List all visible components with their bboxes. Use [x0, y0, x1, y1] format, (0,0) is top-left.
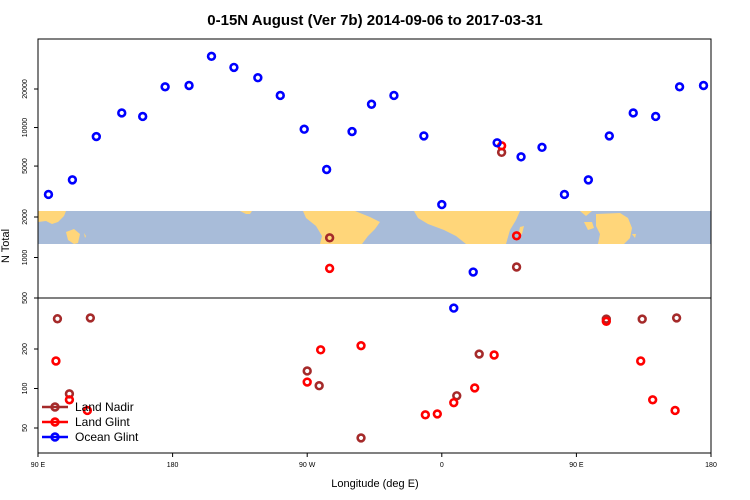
ocean-glint-point [206, 51, 217, 62]
legend-land-glint-marker [50, 417, 60, 427]
y-tick-label: 500 [22, 292, 29, 304]
ocean-glint-point [160, 82, 170, 92]
land-mass [414, 211, 520, 244]
land-nadir-point [637, 314, 647, 324]
ocean-glint-point [468, 267, 478, 277]
ocean-glint-point [366, 99, 377, 109]
ocean-glint-point [229, 62, 239, 73]
land-glint-point [601, 316, 612, 327]
y-tick-label: 5000 [22, 158, 29, 174]
land-mass [303, 211, 380, 244]
ocean-glint-point [389, 90, 399, 101]
ocean-glint-point [253, 73, 263, 83]
ocean-glint-point [537, 142, 547, 153]
ocean-glint-point [604, 131, 615, 141]
ocean-glint-point [299, 124, 309, 134]
land-nadir-point [52, 314, 63, 324]
land-nadir-point [302, 366, 312, 376]
land-glint-point [489, 350, 499, 360]
ocean-glint-point [91, 131, 102, 142]
y-axis: 2000 5000 10000 20000 500 1000 50 100 200 [22, 79, 38, 432]
ocean-glint-point [516, 152, 526, 162]
x-tick-label: 180 [167, 462, 179, 469]
land-glint-point [420, 410, 431, 420]
land-mass [580, 211, 592, 216]
land-mass [66, 229, 80, 244]
legend-land-nadir-marker [50, 402, 60, 412]
y-tick-label: 1000 [22, 250, 29, 266]
land-mass [584, 222, 594, 230]
y-tick-label: 50 [22, 424, 29, 432]
legend-land-glint-label: Land Glint [75, 415, 130, 429]
plot-frame [37, 38, 712, 454]
y-axis-label: N Total [0, 229, 12, 263]
y-tick-label: 200 [22, 343, 29, 355]
ocean-glint-point [628, 108, 638, 118]
land-glint-point [511, 231, 522, 241]
land-glint-point [670, 405, 680, 416]
land-nadir-point [474, 349, 484, 359]
land-nadir-point [511, 262, 522, 272]
land-nadir-point [671, 313, 682, 323]
land-glint-point [470, 383, 480, 393]
land-glint-point [324, 263, 335, 274]
x-axis: 90 E 180 90 W 0 90 E 180 [31, 453, 717, 469]
y-tick-label: 2000 [22, 209, 29, 225]
y-tick-label: 10000 [22, 118, 29, 138]
land-nadir-point [85, 313, 96, 323]
land-glint-point [636, 356, 646, 366]
y-tick-label: 20000 [22, 79, 29, 99]
land-mass [240, 211, 252, 214]
legend-ocean-glint-label: Ocean Glint [75, 430, 139, 444]
ocean-glint-point [347, 126, 357, 137]
ocean-glint-point [449, 303, 459, 313]
land-glint-point [302, 377, 312, 387]
x-tick-label: 90 W [299, 462, 316, 469]
ocean-glint-point [117, 108, 127, 118]
ocean-glint-point [137, 111, 148, 122]
ocean-glint-point [583, 175, 594, 185]
chart-title: 0-15N August (Ver 7b) 2014-09-06 to 2017… [207, 12, 542, 29]
land-mass [84, 233, 86, 238]
land-glint-point [449, 397, 459, 408]
ocean-glint-point [674, 82, 685, 92]
ocean-glint-point [321, 164, 332, 175]
ocean-glint-point [43, 189, 54, 200]
land-nadir-point [324, 233, 335, 243]
land-mass [38, 211, 66, 224]
y-tick-label: 100 [22, 383, 29, 395]
land-mass [632, 234, 636, 238]
land-mass [596, 213, 632, 244]
data-points [43, 51, 709, 443]
legend-land-nadir-label: Land Nadir [75, 400, 134, 414]
x-tick-label: 180 [705, 462, 717, 469]
x-axis-label: Longitude (deg E) [331, 478, 418, 490]
ocean-glint-point [275, 90, 285, 101]
land-nadir-point [314, 381, 324, 391]
ocean-glint-point [67, 175, 78, 185]
ocean-glint-point [650, 111, 661, 122]
legend-ocean-glint-marker [50, 432, 60, 442]
land-glint-point [647, 395, 658, 405]
x-tick-label: 0 [440, 462, 444, 469]
ocean-glint-point [184, 80, 194, 91]
ocean-glint-point [492, 138, 502, 148]
land-glint-point [315, 345, 326, 355]
land-glint-point [356, 340, 366, 351]
land-glint-point [64, 395, 75, 405]
land-glint-point [82, 405, 93, 416]
world-map-strip [38, 211, 711, 244]
land-glint-point [432, 409, 443, 419]
x-tick-label: 90 E [569, 462, 584, 469]
ocean-glint-point [437, 199, 447, 210]
land-glint-point [51, 356, 61, 366]
ocean-glint-point [559, 189, 570, 200]
land-nadir-point [356, 433, 366, 443]
x-tick-label: 90 E [31, 462, 46, 469]
ocean-glint-point [419, 131, 429, 141]
ocean-glint-point [698, 80, 709, 91]
